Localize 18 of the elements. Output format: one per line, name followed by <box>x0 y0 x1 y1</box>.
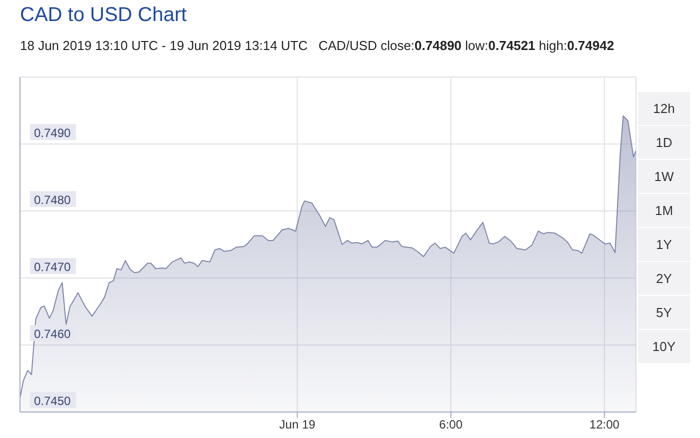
x-tick-label: 6:00 <box>439 418 463 432</box>
chart-title: CAD to USD Chart <box>20 4 187 27</box>
y-tick-label: 0.7460 <box>34 327 72 341</box>
x-tick-label: 12:00 <box>589 418 620 432</box>
chart-subtitle: 18 Jun 2019 13:10 UTC - 19 Jun 2019 13:14 UTC CAD/USD close:0.74890 low:0.74521 high:0.74942 <box>20 38 614 53</box>
x-tick-label: Jun 19 <box>279 418 316 432</box>
range-button: 2Y <box>638 262 690 296</box>
range-button: 1M <box>638 194 690 228</box>
range-button: 5Y <box>638 296 690 330</box>
range-button: 1W <box>638 160 690 194</box>
range-button: 12h <box>638 92 690 126</box>
y-tick-label: 0.7490 <box>34 126 72 140</box>
y-tick-label: 0.7450 <box>34 394 72 408</box>
range-button: 10Y <box>638 330 690 364</box>
y-tick-label: 0.7480 <box>34 193 72 207</box>
y-tick-label: 0.7470 <box>34 260 72 274</box>
range-button: 1Y <box>638 228 690 262</box>
range-button: 1D <box>638 126 690 160</box>
